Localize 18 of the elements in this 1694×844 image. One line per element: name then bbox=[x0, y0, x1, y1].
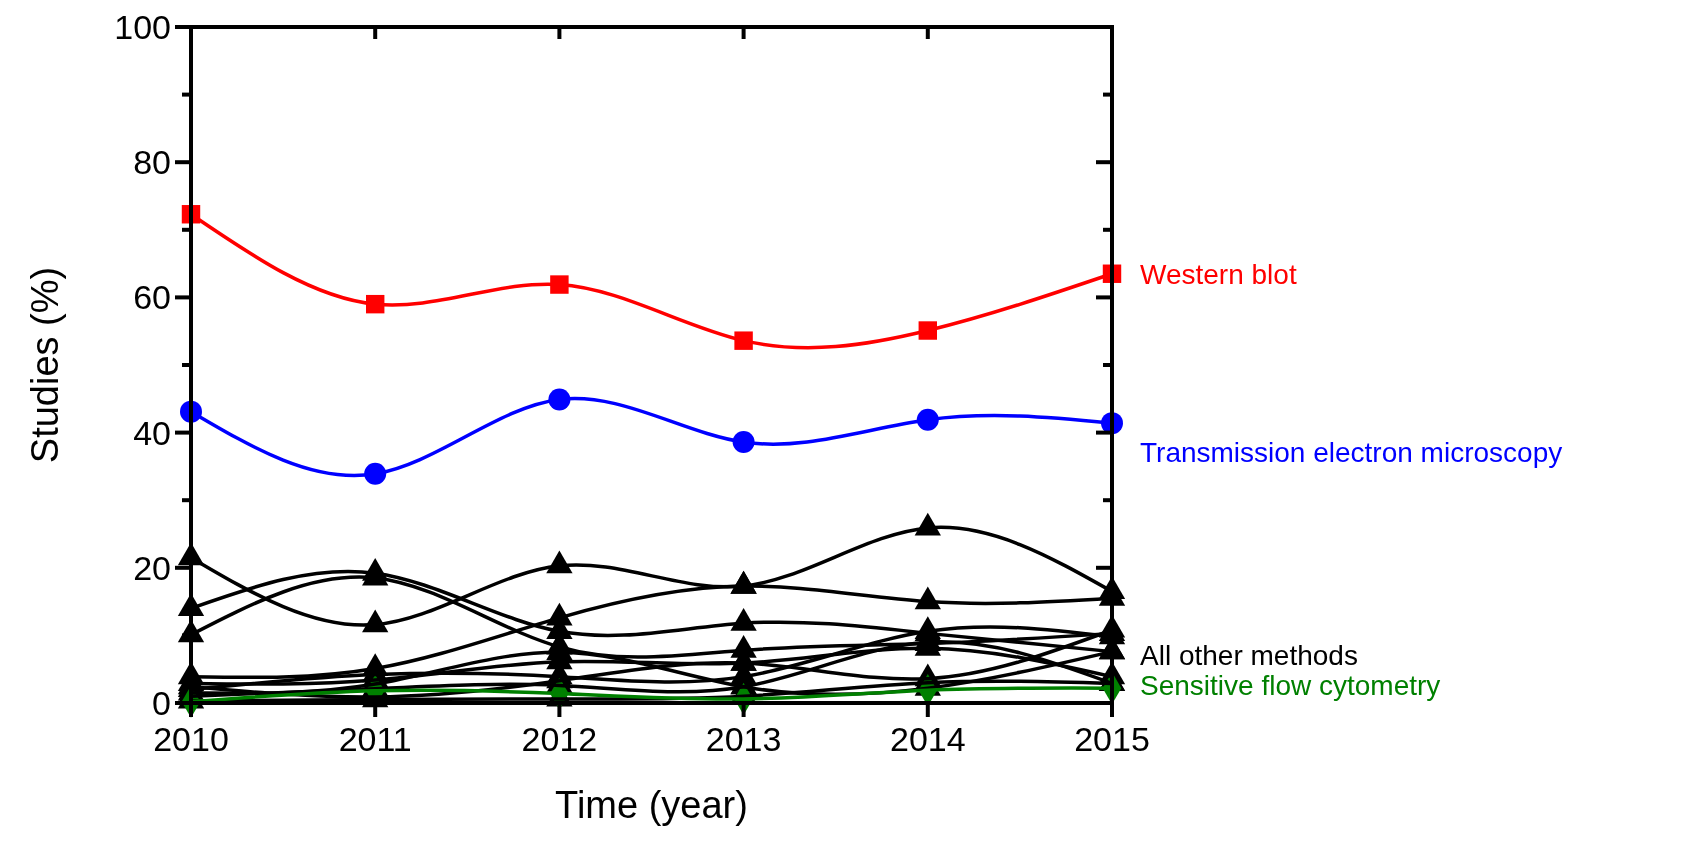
x-tick-label: 2011 bbox=[338, 720, 412, 758]
y-tick-label: 100 bbox=[114, 7, 171, 46]
series-label: All other methods bbox=[1140, 640, 1358, 672]
series-label: Transmission electron microscopy bbox=[1140, 437, 1563, 469]
series-label: Sensitive flow cytometry bbox=[1140, 669, 1441, 701]
x-tick-label: 2014 bbox=[889, 720, 966, 758]
x-axis-title: Time (year) bbox=[555, 784, 748, 826]
y-tick-label: 80 bbox=[133, 143, 171, 182]
y-tick-label: 60 bbox=[133, 278, 171, 317]
series-label: Western blot bbox=[1140, 258, 1297, 290]
x-tick-label: 2010 bbox=[153, 720, 229, 758]
x-tick-label: 2013 bbox=[705, 720, 782, 758]
y-axis-title: Studies (%) bbox=[24, 266, 66, 464]
y-tick-label: 0 bbox=[152, 683, 171, 722]
x-tick-label: 2012 bbox=[521, 720, 598, 758]
y-tick-label: 40 bbox=[133, 413, 171, 452]
y-tick-label: 20 bbox=[133, 548, 171, 587]
x-tick-label: 2015 bbox=[1074, 720, 1150, 758]
